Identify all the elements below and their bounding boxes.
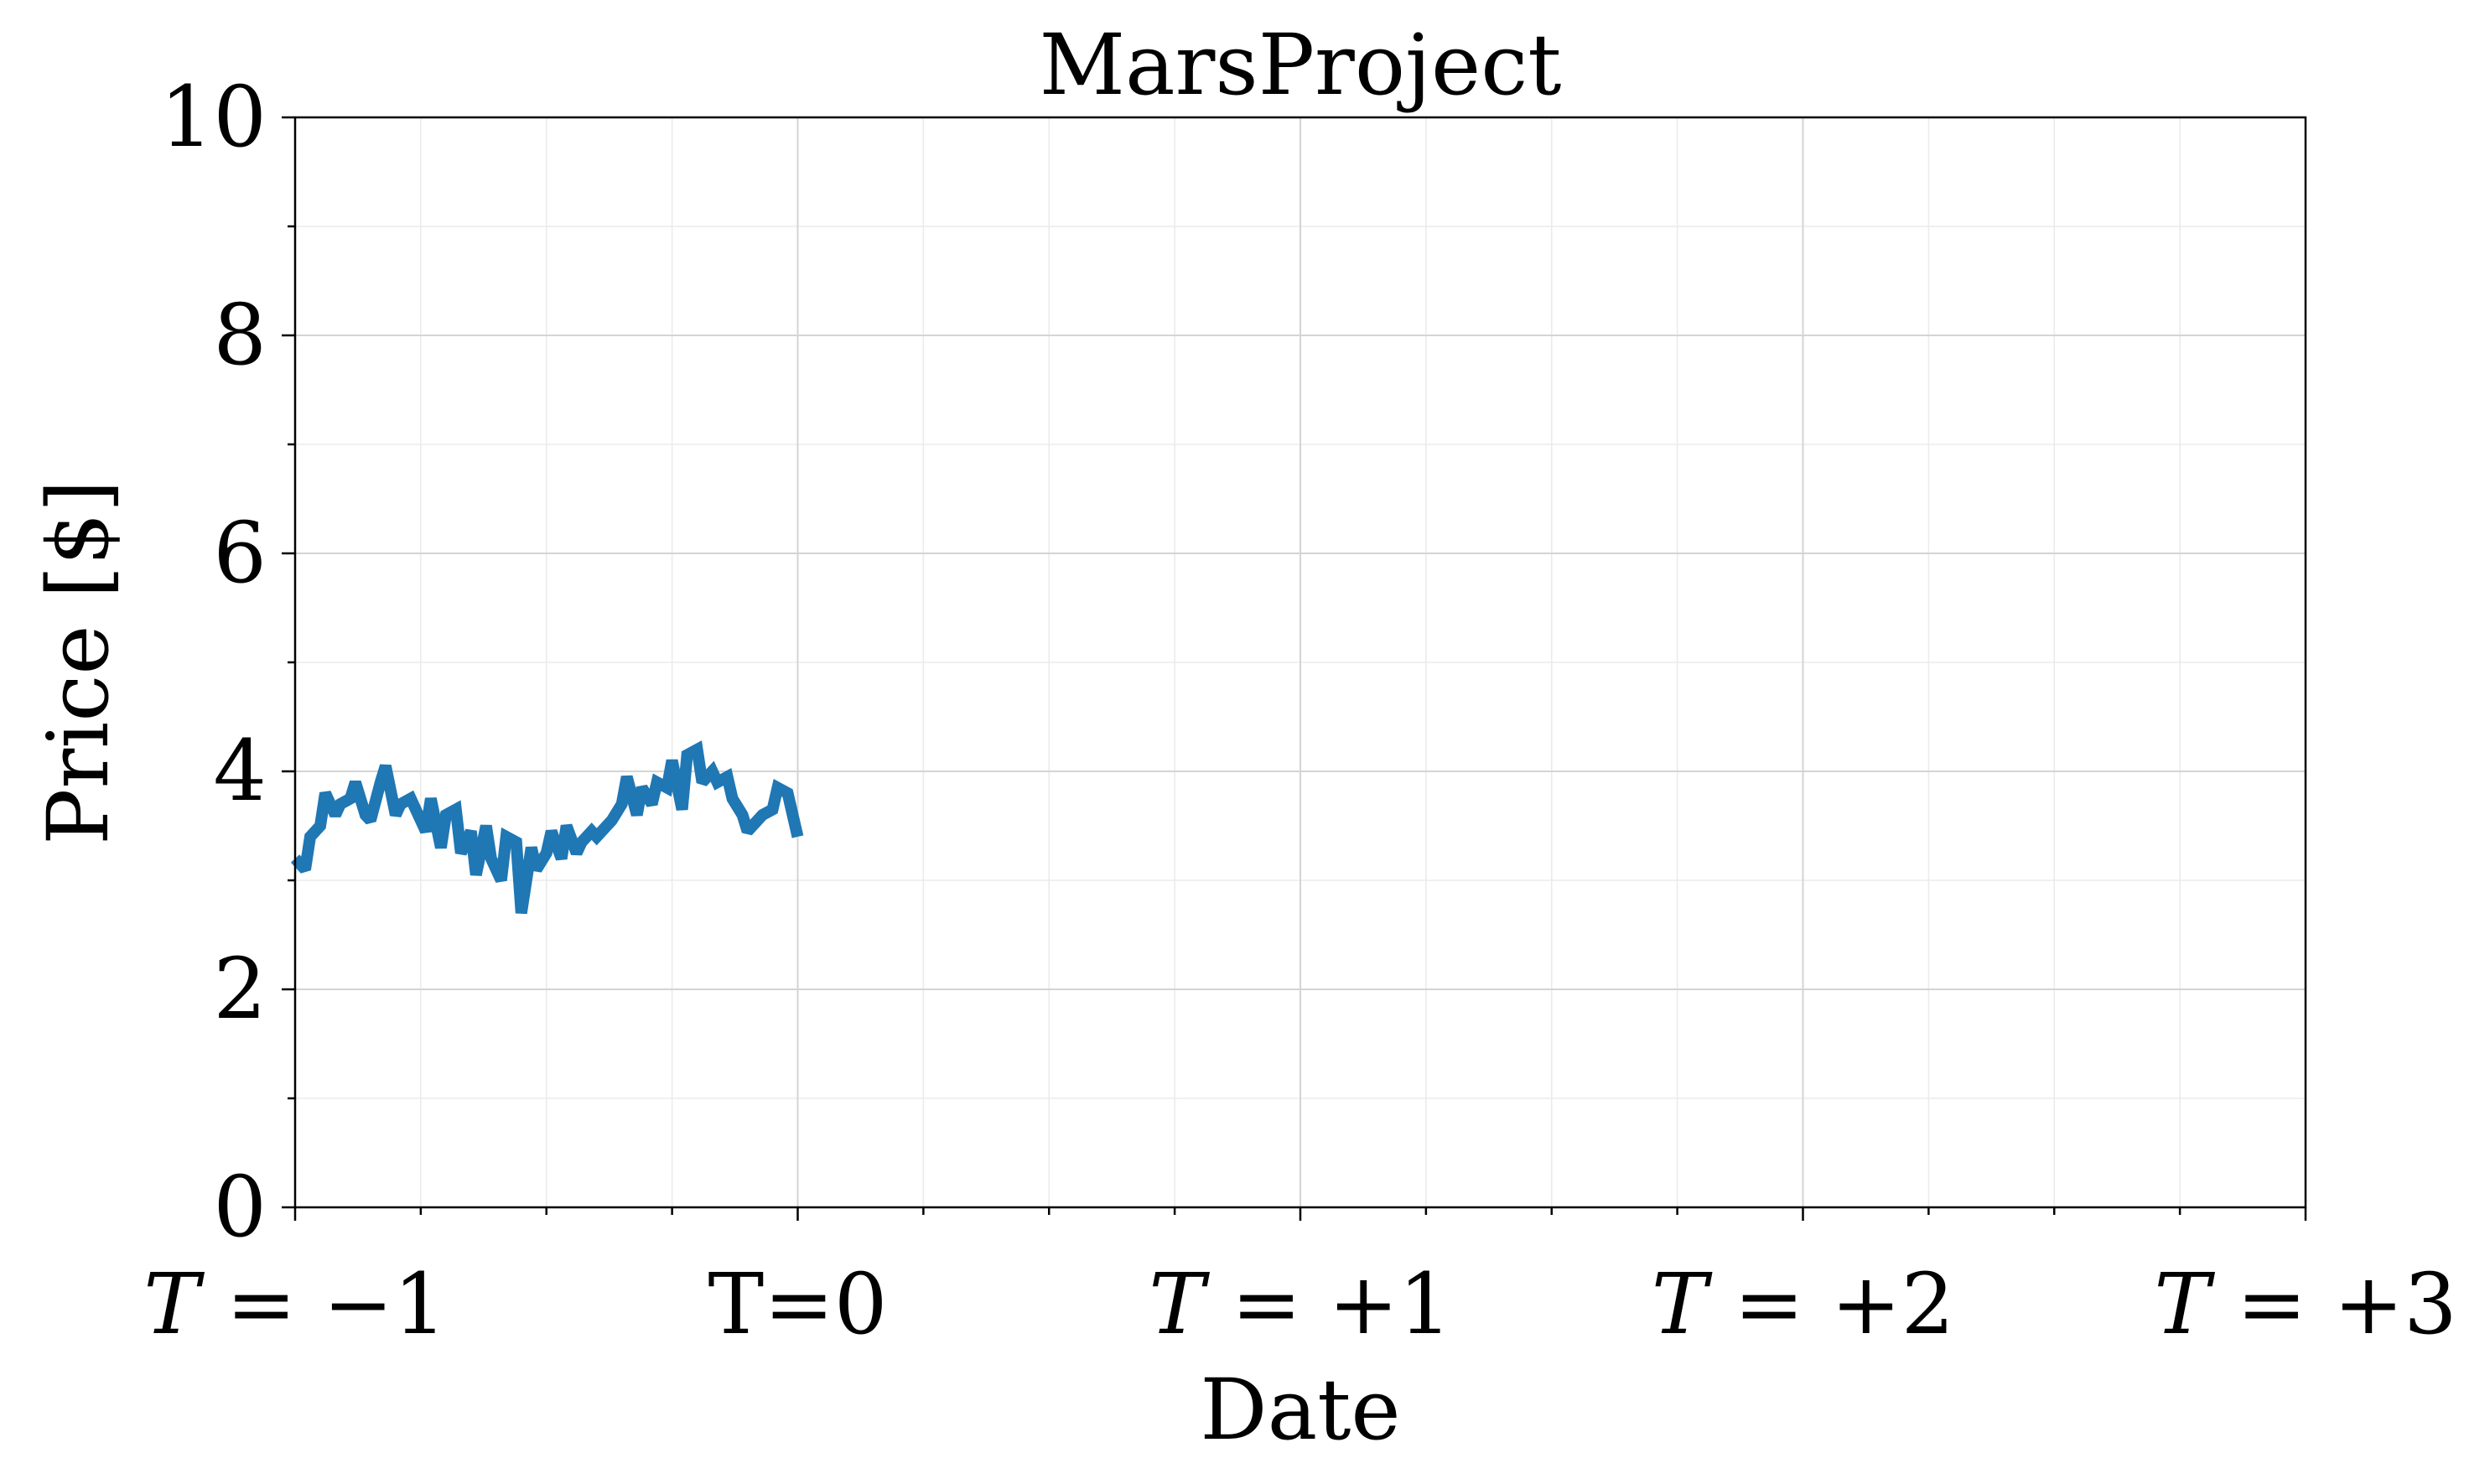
price-series-line bbox=[290, 740, 804, 915]
y-tick-label: 6 bbox=[213, 504, 267, 602]
x-tick-label: T = −1 bbox=[143, 1255, 446, 1353]
y-tick-label: 8 bbox=[213, 286, 267, 384]
x-tick-labels: T = −1 T=0 T = +1 T = +2 T = +3 bbox=[143, 1255, 2456, 1353]
x-tick-label: T = +2 bbox=[1652, 1255, 1954, 1353]
series-layer bbox=[290, 740, 804, 915]
x-tick-label: T = +1 bbox=[1149, 1255, 1451, 1353]
y-tick-label: 10 bbox=[160, 68, 267, 166]
y-tick-label: 4 bbox=[213, 722, 267, 820]
chart-title: MarsProject bbox=[1040, 16, 1562, 114]
tick-marks bbox=[282, 116, 2307, 1221]
x-tick-label: T=0 bbox=[708, 1255, 887, 1353]
x-tick-label: T = +3 bbox=[2154, 1255, 2456, 1353]
y-tick-label: 2 bbox=[213, 940, 267, 1038]
y-tick-label: 0 bbox=[213, 1158, 267, 1256]
y-tick-labels: 0 2 4 6 8 10 bbox=[160, 68, 267, 1256]
x-axis-title: Date bbox=[1200, 1361, 1400, 1459]
y-axis-title: Price [$] bbox=[29, 480, 127, 845]
